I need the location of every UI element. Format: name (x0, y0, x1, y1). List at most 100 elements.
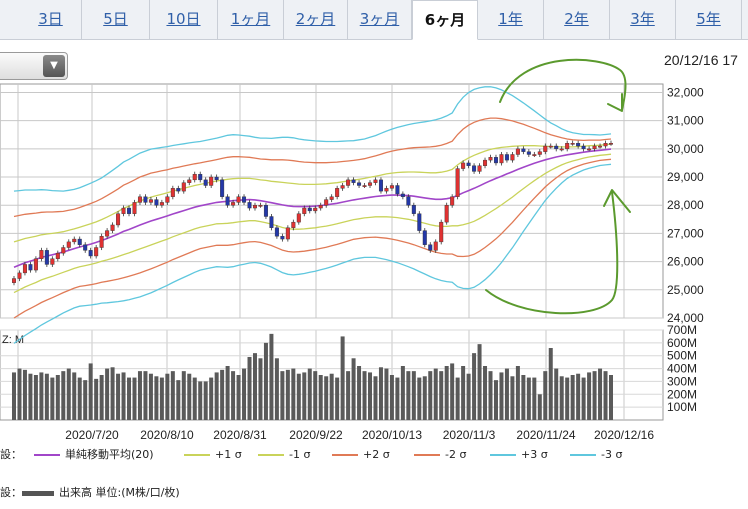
candle (280, 236, 285, 240)
tab-10d[interactable]: 10日 (150, 0, 218, 39)
candle (510, 154, 515, 161)
volume-bar (603, 371, 608, 420)
volume-bar (576, 373, 581, 420)
x-tick-label: 2020/10/13 (362, 428, 422, 442)
volume-bar (368, 372, 373, 420)
legend-plus1sigma[interactable]: +1 σ (184, 442, 242, 468)
volume-bar (148, 373, 153, 420)
legend-sma20[interactable]: 単純移動平均(20) (34, 442, 154, 468)
volume-bar (411, 371, 416, 420)
volume-bar (340, 336, 345, 420)
legend-minus2sigma[interactable]: -2 σ (414, 442, 466, 468)
candle (105, 230, 110, 237)
legend-minus1sigma[interactable]: -1 σ (258, 442, 310, 468)
volume-bar (50, 377, 55, 420)
candle (521, 148, 526, 152)
volume-bar (406, 371, 411, 420)
volume-bar (373, 376, 378, 420)
volume-bar (428, 371, 433, 420)
band-upper-sigma3 (13, 86, 612, 192)
volume-bar (159, 377, 164, 420)
price-tick-label: 24,000 (667, 311, 704, 325)
volume-bar (55, 375, 60, 420)
volume-bar (22, 369, 27, 420)
legend-minus3sigma[interactable]: -3 σ (570, 442, 622, 468)
candle (461, 162, 466, 169)
volume-bar (187, 373, 192, 420)
candle (554, 145, 559, 150)
tab-3d[interactable]: 3日 (20, 0, 82, 39)
price-tick-label: 31,000 (667, 114, 704, 128)
volume-bar (214, 372, 219, 420)
volume-bar (127, 377, 132, 420)
tab-2m[interactable]: 2ヶ月 (284, 0, 348, 39)
candle (307, 207, 312, 212)
legend-plus2sigma[interactable]: +2 σ (332, 442, 390, 468)
x-tick-label: 2020/9/22 (289, 428, 343, 442)
candle (373, 179, 378, 183)
volume-bar (565, 377, 570, 420)
period-tabs: 3日 5日 10日 1ヶ月 2ヶ月 3ヶ月 6ヶ月 1年 2年 3年 5年 (0, 0, 748, 40)
volume-legend: 設： 出来高 単位:(M株/口/枚) (0, 480, 748, 506)
tab-1y[interactable]: 1年 (478, 0, 544, 39)
candle (351, 179, 356, 183)
volume-bar (439, 371, 444, 420)
tab-5d[interactable]: 5日 (82, 0, 150, 39)
legend-volume[interactable]: 出来高 単位:(M株/口/枚) (22, 480, 180, 506)
candle (296, 213, 301, 223)
volume-bar (488, 371, 493, 420)
candle (537, 151, 542, 155)
volume-bar (450, 363, 455, 420)
x-tick-label: 2020/7/20 (65, 428, 119, 442)
volume-bar (66, 368, 71, 420)
tab-5y[interactable]: 5年 (676, 0, 742, 39)
volume-bar (313, 371, 318, 420)
annotation-arrow-bottom (485, 191, 619, 315)
volume-bar (192, 377, 197, 420)
price-tick-label: 27,000 (667, 226, 704, 240)
tab-3m[interactable]: 3ヶ月 (348, 0, 412, 39)
volume-bar (121, 372, 126, 420)
volume-bar (444, 366, 449, 420)
volume-bar (515, 366, 520, 420)
volume-bar (258, 358, 263, 420)
tab-2y[interactable]: 2年 (544, 0, 610, 39)
candle (570, 143, 575, 145)
candle (472, 165, 477, 172)
tab-1m[interactable]: 1ヶ月 (218, 0, 284, 39)
volume-tick-label: 300M (667, 374, 697, 388)
band-upper-sigma2 (13, 117, 612, 218)
candle (411, 205, 416, 214)
legend-sma20-label: 単純移動平均(20) (65, 448, 154, 461)
candle (214, 176, 219, 181)
price-tick-label: 28,000 (667, 198, 704, 212)
candle (187, 179, 192, 183)
indicator-select[interactable]: ▼ (0, 52, 68, 80)
tab-3y[interactable]: 3年 (610, 0, 676, 39)
candle (329, 196, 334, 200)
volume-bar (587, 372, 592, 420)
candle (198, 174, 203, 181)
candle (532, 154, 537, 156)
candle (581, 145, 586, 150)
candle (11, 278, 16, 283)
volume-bar (105, 368, 110, 420)
legend-minus2sigma-label: -2 σ (445, 448, 467, 461)
legend-plus1sigma-label: +1 σ (215, 448, 242, 461)
sma20-line (13, 148, 612, 269)
legend-minus1sigma-label: -1 σ (289, 448, 311, 461)
volume-bar (170, 371, 175, 420)
candle (137, 196, 142, 203)
volume-bar (137, 371, 142, 420)
candle (258, 205, 263, 207)
candle (357, 182, 362, 186)
tab-6m[interactable]: 6ヶ月 (412, 0, 478, 40)
candle (55, 252, 60, 259)
volume-bar (296, 373, 301, 420)
candle (99, 236, 104, 248)
candle (493, 157, 498, 164)
volume-bar (324, 376, 329, 420)
legend-plus3sigma[interactable]: +3 σ (490, 442, 548, 468)
chevron-down-icon[interactable]: ▼ (43, 55, 65, 77)
volume-bar (598, 368, 603, 420)
